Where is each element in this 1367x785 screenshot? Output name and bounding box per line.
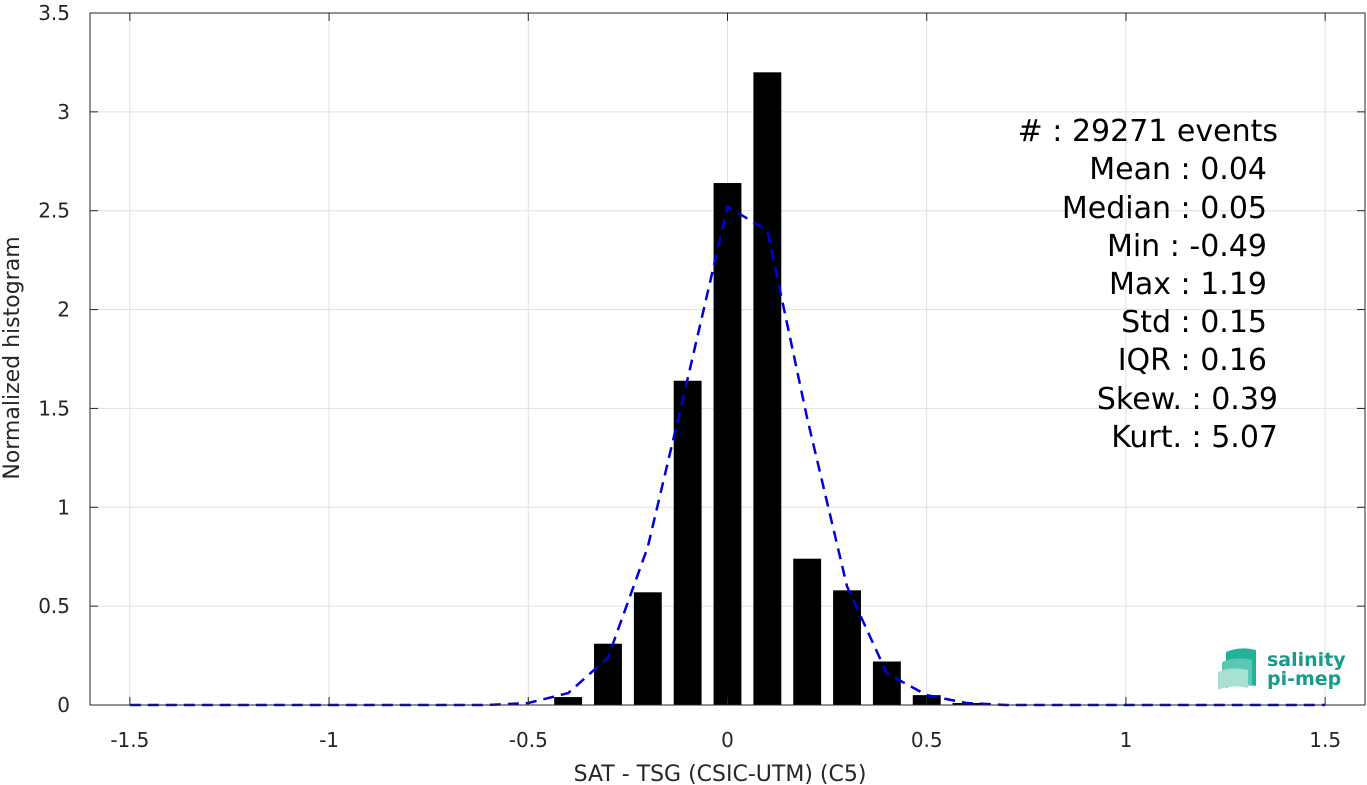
y-tick-label: 3	[57, 100, 70, 124]
x-tick-label: 1.5	[1309, 728, 1341, 752]
y-tick-label: 0.5	[38, 594, 70, 618]
logo-line-2: pi-mep	[1267, 668, 1341, 690]
stat-median: Median : 0.05	[1062, 191, 1267, 226]
histogram-bar	[554, 697, 583, 705]
stat-mean: Mean : 0.04	[1089, 152, 1267, 187]
histogram-bar	[793, 558, 822, 705]
stat-std: Std : 0.15	[1121, 305, 1267, 340]
y-tick-label: 0	[57, 693, 70, 717]
stat-max: Max : 1.19	[1109, 267, 1267, 302]
histogram-bar	[713, 183, 742, 705]
histogram-bars	[554, 72, 981, 706]
x-axis-label: SAT - TSG (CSIC-UTM) (C5)	[574, 762, 867, 785]
histogram-bar	[673, 380, 702, 705]
x-tick-labels: -1.5 -1 -0.5 0 0.5 1 1.5	[110, 728, 1341, 752]
x-tick-label: 1	[1120, 728, 1133, 752]
histogram-bar	[633, 592, 662, 705]
stat-iqr: IQR : 0.16	[1118, 343, 1267, 378]
stat-count: # : 29271 events	[1018, 114, 1278, 149]
y-tick-labels: 0 0.5 1 1.5 2 2.5 3 3.5	[38, 1, 70, 717]
y-axis-label: Normalized histogram	[0, 236, 25, 479]
stat-skew: Skew. : 0.39	[1097, 382, 1278, 417]
histogram-bar	[872, 661, 901, 705]
stats-box: # : 29271 events Mean : 0.04 Median : 0.…	[1018, 114, 1278, 455]
stat-kurt: Kurt. : 5.07	[1111, 420, 1278, 455]
logo-line-1: salinity	[1267, 649, 1346, 671]
x-tick-label: -1	[319, 728, 339, 752]
x-tick-label: 0	[721, 728, 734, 752]
y-tick-label: 3.5	[38, 1, 70, 25]
y-tick-label: 2.5	[38, 199, 70, 223]
wave-logo-icon	[1218, 648, 1256, 690]
salinity-pimep-logo: salinity pi-mep	[1218, 648, 1346, 690]
histogram-bar	[594, 643, 622, 705]
x-tick-label: -0.5	[509, 728, 548, 752]
y-tick-label: 1.5	[38, 396, 70, 420]
y-tick-label: 1	[57, 495, 70, 519]
x-tick-label: -1.5	[110, 728, 149, 752]
axis-ticks	[90, 12, 1365, 706]
stat-min: Min : -0.49	[1107, 229, 1267, 264]
x-tick-label: 0.5	[911, 728, 943, 752]
histogram-bar	[753, 72, 782, 706]
y-tick-label: 2	[57, 298, 70, 322]
